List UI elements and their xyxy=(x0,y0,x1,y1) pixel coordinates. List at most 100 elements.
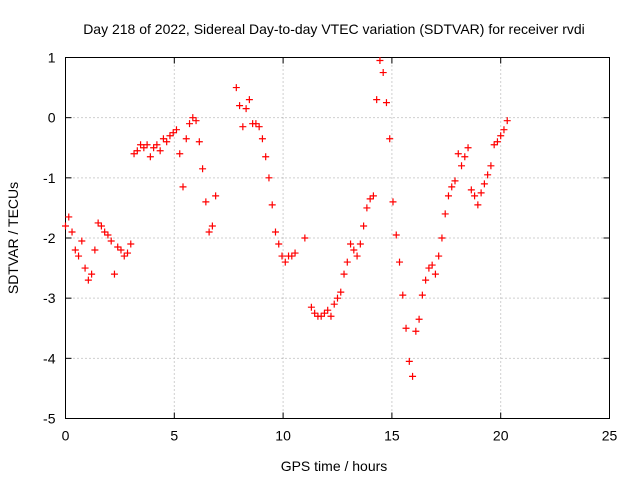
data-point xyxy=(343,258,351,266)
data-point xyxy=(236,102,244,110)
x-tick-label: 15 xyxy=(384,428,400,444)
data-point xyxy=(65,213,73,221)
data-point xyxy=(186,120,194,128)
data-point xyxy=(84,276,92,284)
y-tick-label: -1 xyxy=(43,170,56,186)
data-point xyxy=(255,123,263,131)
x-tick-label: 5 xyxy=(170,428,178,444)
data-point xyxy=(428,261,436,269)
x-tick-label: 0 xyxy=(62,428,70,444)
y-tick-labels: -5 -4 -3 -2 -1 0 1 xyxy=(43,50,56,427)
data-point xyxy=(120,252,128,260)
data-point xyxy=(140,144,148,152)
data-point xyxy=(487,162,495,170)
data-point xyxy=(464,144,472,152)
chart-title: Day 218 of 2022, Sidereal Day-to-day VTE… xyxy=(83,21,585,37)
data-point xyxy=(471,192,479,200)
data-point xyxy=(101,228,109,236)
data-point xyxy=(444,192,452,200)
data-point xyxy=(205,228,213,236)
data-point xyxy=(461,153,469,161)
data-point xyxy=(389,198,397,206)
data-point xyxy=(156,147,164,155)
data-point xyxy=(75,252,83,260)
data-point xyxy=(265,174,273,182)
data-point xyxy=(340,270,348,278)
data-point xyxy=(146,153,154,161)
data-point xyxy=(163,138,171,146)
data-point xyxy=(62,222,69,230)
data-point xyxy=(97,222,105,230)
data-point xyxy=(166,132,174,140)
data-point xyxy=(503,117,511,125)
data-point xyxy=(117,246,125,254)
data-point xyxy=(288,252,296,260)
plot-frame xyxy=(65,57,610,419)
data-point xyxy=(317,312,325,320)
data-point xyxy=(182,135,190,143)
data-point xyxy=(242,105,250,113)
data-point xyxy=(208,222,216,230)
data-point xyxy=(176,150,184,158)
data-point xyxy=(454,150,462,158)
data-point xyxy=(172,126,180,134)
y-tick-label: -5 xyxy=(43,411,56,427)
data-point xyxy=(350,246,358,254)
data-point xyxy=(71,246,79,254)
data-point xyxy=(409,372,417,380)
data-point xyxy=(500,126,508,134)
data-point xyxy=(347,240,355,248)
data-point xyxy=(369,192,377,200)
y-tick-label: 0 xyxy=(48,110,56,126)
data-point xyxy=(169,129,177,137)
data-point xyxy=(467,186,475,194)
data-point xyxy=(130,150,138,158)
data-point xyxy=(262,153,270,161)
data-point xyxy=(189,114,197,122)
data-point xyxy=(88,270,96,278)
data-point xyxy=(392,231,400,239)
data-point xyxy=(474,201,482,209)
data-point xyxy=(435,252,443,260)
data-point xyxy=(356,240,364,248)
data-point xyxy=(412,327,420,335)
data-point xyxy=(104,231,112,239)
data-point xyxy=(137,141,145,149)
data-point xyxy=(212,192,220,200)
data-point xyxy=(324,306,332,314)
y-tick-label: 1 xyxy=(48,50,56,66)
data-point xyxy=(399,291,407,299)
data-point xyxy=(202,198,210,206)
data-point xyxy=(143,141,151,149)
data-point xyxy=(107,237,115,245)
data-point xyxy=(431,270,439,278)
data-point xyxy=(497,132,505,140)
y-tick-label: -2 xyxy=(43,230,56,246)
data-point xyxy=(441,210,449,218)
x-tick-labels: 0 5 10 15 20 25 xyxy=(62,428,618,444)
data-point xyxy=(379,69,387,77)
y-tick-label: -3 xyxy=(43,290,56,306)
data-point xyxy=(438,234,446,242)
data-point xyxy=(239,123,247,131)
data-point xyxy=(458,162,466,170)
data-point xyxy=(360,222,368,230)
data-point xyxy=(192,117,200,125)
data-point xyxy=(330,300,338,308)
data-point xyxy=(110,270,118,278)
data-point xyxy=(373,96,381,104)
data-point xyxy=(133,147,141,155)
data-point xyxy=(199,165,207,173)
data-point xyxy=(363,204,371,212)
data-point xyxy=(68,228,76,236)
data-point xyxy=(418,291,426,299)
data-point xyxy=(275,240,283,248)
data-point xyxy=(179,183,187,191)
data-point xyxy=(81,264,89,272)
data-point xyxy=(366,195,374,203)
data-point xyxy=(195,138,203,146)
data-point xyxy=(301,234,309,242)
data-point xyxy=(382,99,390,107)
y-axis-label: SDTVAR / TECUs xyxy=(5,182,21,294)
